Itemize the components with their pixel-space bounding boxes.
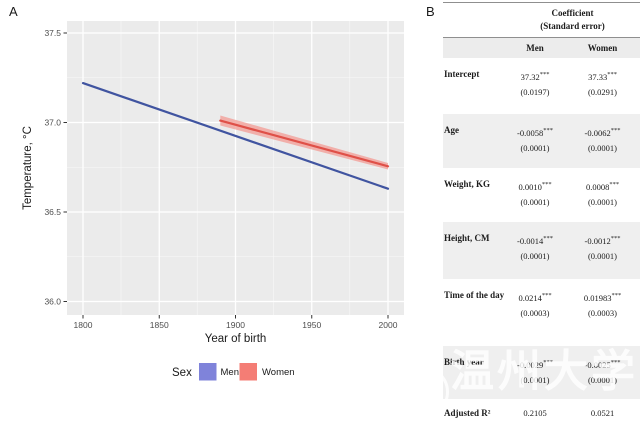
se-men: (0.0001): [520, 142, 550, 153]
x-tick-label: 1900: [226, 320, 245, 330]
temperature-line-chart: 37.5 37.0 36.5 36.0 1800 1850 1900 1950 …: [22, 21, 404, 381]
coef-men: -0.0029: [517, 359, 544, 370]
se-men: (0.0001): [520, 196, 550, 207]
stars-men: ***: [539, 71, 550, 78]
stars-men: ***: [543, 359, 553, 366]
stars-women: ***: [607, 71, 617, 78]
column-header-women: Women: [587, 43, 618, 53]
y-tick-label: 36.0: [44, 297, 61, 307]
coef-women: 0.0008: [585, 181, 610, 192]
stars-men: ***: [543, 127, 553, 134]
x-axis-tick-labels: 1800 1850 1900 1950 2000: [74, 320, 398, 330]
panel-b-label: B: [426, 4, 435, 19]
se-men: (0.0001): [520, 250, 550, 261]
legend-label-men: Men: [221, 367, 239, 378]
column-header-men: Men: [526, 43, 544, 53]
legend-title: Sex: [172, 367, 192, 379]
row-label: Time of the day: [444, 290, 505, 300]
legend-swatch-men: [199, 363, 217, 381]
stars-men: ***: [543, 235, 553, 242]
women-regression-line: [219, 119, 390, 168]
stars-women: ***: [610, 235, 621, 242]
table-header: Coefficient (Standard error): [443, 3, 640, 37]
coefficients-table: Coefficient (Standard error) Men Women I…: [443, 2, 640, 419]
x-tick-label: 2000: [379, 320, 398, 330]
se-women: (0.0001): [587, 196, 618, 207]
y-axis-tick-labels: 37.5 37.0 36.5 36.0: [44, 28, 61, 307]
axis-tick-marks: [63, 32, 389, 319]
legend-label-women: Women: [262, 367, 295, 378]
coef-women: 0.01983: [583, 292, 612, 303]
y-tick-label: 37.5: [44, 28, 61, 38]
coef-men: -0.0014: [517, 235, 544, 246]
se-women: (0.0003): [587, 307, 618, 318]
coef-men: -0.0058: [517, 127, 544, 138]
coef-women: -0.0025: [584, 359, 611, 370]
table-subtitle: (Standard error): [540, 21, 605, 31]
se-men: (0.0003): [520, 307, 550, 318]
coef-men: 0.0214: [518, 292, 542, 303]
y-tick-label: 36.5: [44, 207, 61, 217]
table-row: Time of the day 0.0214*** (0.0003) 0.0198…: [443, 279, 640, 346]
panel-a-label: A: [9, 4, 18, 19]
row-label: Weight, KG: [444, 179, 491, 189]
table-rule: [443, 37, 640, 38]
row-label: Adjusted R²: [444, 408, 491, 418]
minor-gridlines: [67, 21, 404, 315]
stars-men: ***: [541, 181, 552, 188]
x-tick-label: 1850: [150, 320, 169, 330]
coef-women: -0.0062: [584, 127, 611, 138]
table-row: Age -0.0058*** (0.0001) -0.0062*** (0.0001…: [443, 114, 640, 168]
row-label: Age: [444, 125, 459, 135]
column-header-row: Men Women: [443, 38, 640, 58]
stars-men: ***: [541, 292, 552, 299]
table-title: Coefficient: [551, 8, 594, 18]
y-axis-title: Temperature, °C: [22, 126, 34, 210]
coef-women: -0.0012: [584, 235, 611, 246]
coef-men: 0.2105: [523, 408, 547, 418]
row-label: Birth year: [444, 357, 484, 367]
men-regression-line: [81, 81, 390, 190]
row-label: Height, CM: [444, 233, 490, 243]
table-row: Adjusted R² 0.2105 0.0521: [443, 399, 640, 421]
x-tick-label: 1800: [74, 320, 93, 330]
stars-women: ***: [610, 359, 621, 366]
coef-women: 0.0521: [590, 408, 615, 418]
se-men: (0.0001): [520, 374, 550, 385]
x-tick-label: 1950: [302, 320, 321, 330]
legend-swatch-women: [239, 363, 257, 381]
stars-women: ***: [610, 127, 621, 134]
chart-legend: Sex Men Women: [172, 363, 295, 381]
stars-women: ***: [609, 181, 620, 188]
table-row: Intercept 37.32*** (0.0197) 37.33*** (0.02…: [443, 58, 640, 114]
major-gridlines: [67, 21, 404, 315]
coef-men: 37.32: [520, 71, 540, 82]
x-axis-title: Year of birth: [205, 333, 267, 345]
coef-women: 37.33: [588, 71, 608, 82]
se-men: (0.0197): [520, 86, 550, 97]
table-row: Birth year -0.0029*** (0.0001) -0.0025***…: [443, 346, 640, 399]
se-women: (0.0001): [587, 142, 618, 153]
se-women: (0.0291): [587, 86, 618, 97]
row-label: Intercept: [444, 69, 480, 79]
table-row: Height, CM -0.0014*** (0.0001) -0.0012***…: [443, 222, 640, 279]
y-tick-label: 37.0: [44, 118, 61, 128]
coef-men: 0.0010: [518, 181, 542, 192]
stars-women: ***: [611, 292, 622, 299]
table-row: Weight, KG 0.0010*** (0.0001) 0.0008*** (0…: [443, 168, 640, 222]
se-women: (0.0001): [587, 374, 618, 385]
se-women: (0.0001): [587, 250, 618, 261]
